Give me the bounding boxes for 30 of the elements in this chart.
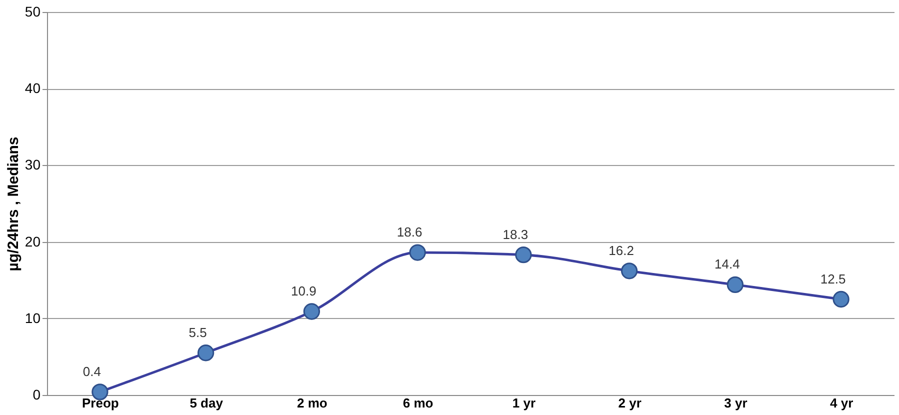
data-label: 16.2 (608, 242, 634, 258)
y-tick-label: 10 (24, 310, 41, 326)
y-tick-label: 40 (24, 80, 41, 96)
point (303, 303, 320, 320)
y-tick-label: 0 (32, 386, 41, 402)
x-tick-label: 6 mo (402, 396, 434, 410)
point (620, 262, 638, 280)
x-tick-label: Preop (82, 396, 119, 410)
y-tick-label: 20 (24, 233, 41, 250)
data-label: 14.4 (714, 256, 740, 272)
point (515, 246, 532, 264)
x-tick-label: 3 yr (724, 396, 748, 410)
data-label: 12.5 (820, 271, 846, 286)
x-tick-label: 2 yr (618, 396, 642, 410)
data-label: 5.5 (188, 324, 207, 340)
y-tick-label: 50 (24, 4, 41, 20)
data-label: 0.4 (82, 364, 101, 379)
data-label: 18.6 (396, 224, 422, 240)
point (409, 244, 426, 261)
x-tick-label: 2 mo (297, 396, 328, 410)
y-axis-title: µg/24hrs , Medians (4, 136, 22, 272)
x-tick-label: 5 day (190, 396, 224, 410)
y-tick-label: 30 (24, 156, 41, 173)
point (726, 276, 744, 294)
data-label: 18.3 (502, 226, 528, 242)
point (197, 344, 214, 362)
x-tick-label: 4 yr (830, 396, 854, 410)
data-label: 10.9 (291, 284, 316, 299)
x-tick-label: 1 yr (512, 396, 536, 410)
point (832, 290, 850, 308)
